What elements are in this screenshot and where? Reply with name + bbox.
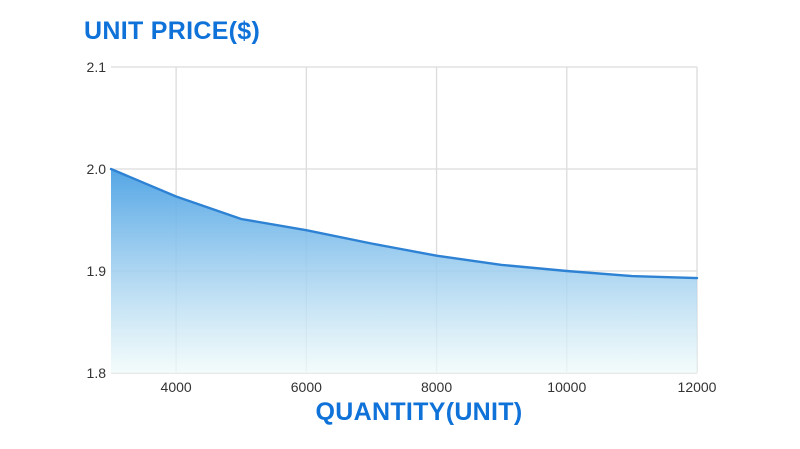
x-tick-label: 4000 bbox=[160, 379, 192, 395]
x-axis-title: QUANTITY(UNIT) bbox=[315, 398, 523, 426]
y-tick-label: 1.8 bbox=[86, 365, 106, 381]
x-tick-label: 12000 bbox=[677, 379, 717, 395]
x-tick-label: 10000 bbox=[547, 379, 587, 395]
x-tick-label: 8000 bbox=[420, 379, 453, 395]
x-tick-label: 6000 bbox=[290, 379, 322, 395]
series-area-fill bbox=[111, 169, 697, 373]
y-tick-label: 2.1 bbox=[86, 59, 106, 75]
y-tick-label: 1.9 bbox=[86, 263, 106, 279]
series-line bbox=[109, 167, 699, 280]
area-chart-svg bbox=[109, 66, 699, 374]
y-tick-label: 2.0 bbox=[86, 161, 106, 177]
chart-title: UNIT PRICE($) bbox=[84, 17, 261, 45]
plot-area bbox=[109, 66, 699, 374]
